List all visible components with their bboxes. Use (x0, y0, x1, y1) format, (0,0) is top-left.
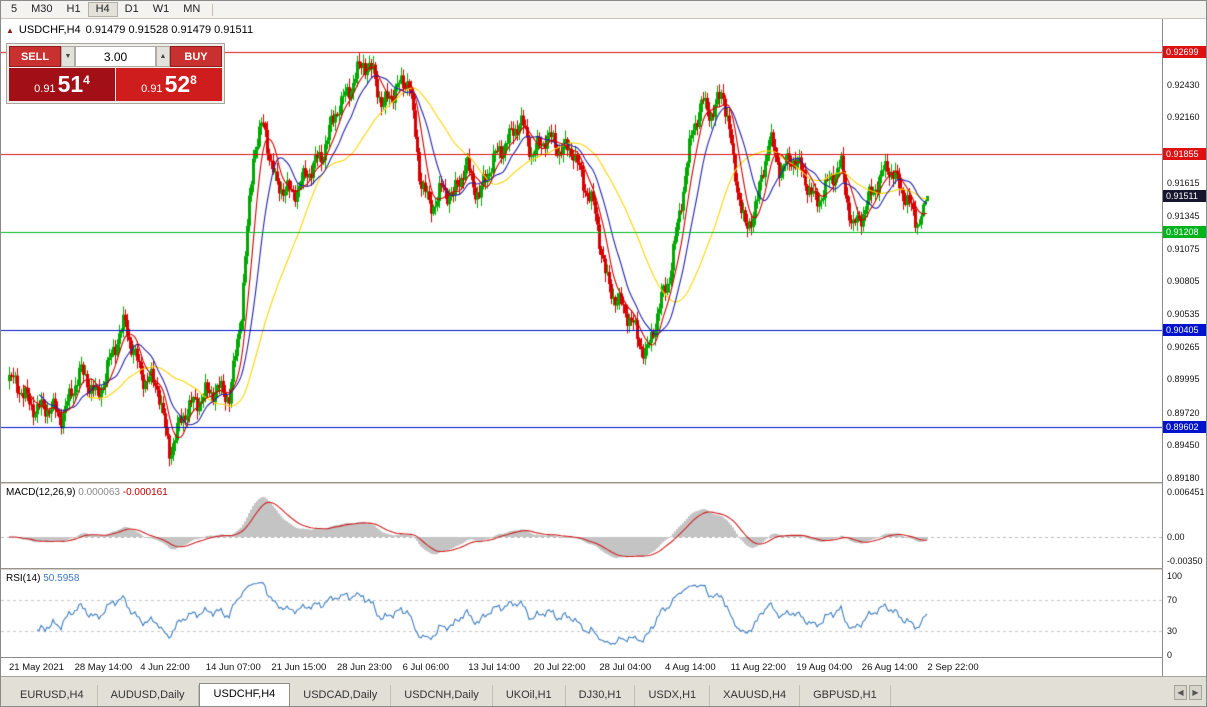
panel-splitter[interactable] (1, 482, 1206, 484)
rsi-name: RSI(14) (6, 573, 41, 584)
axis-tick-label: -0.00350 (1167, 556, 1203, 566)
time-axis-label: 28 May 14:00 (74, 662, 133, 673)
sell-price-box[interactable]: 0.91 51 4 (9, 68, 115, 101)
sell-button[interactable]: SELL (9, 46, 61, 67)
axis-tick-label: 100 (1167, 571, 1183, 581)
toolbar-separator (212, 3, 214, 16)
time-axis-label: 11 Aug 22:00 (730, 662, 786, 673)
time-axis-label: 21 Jun 15:00 (271, 662, 327, 673)
one-click-trading-panel: SELL ▼ 3.00 ▲ BUY 0.91 51 4 0.91 52 8 (6, 43, 225, 104)
axis-tick-label: 30 (1167, 626, 1178, 636)
time-axis-label: 14 Jun 07:00 (205, 662, 261, 673)
time-axis-label: 2 Sep 22:00 (927, 662, 979, 673)
time-axis-label: 26 Aug 14:00 (861, 662, 918, 673)
chart-tab-ukoil-h1[interactable]: UKOil,H1 (493, 685, 566, 706)
chart-tabs: EURUSD,H4 AUDUSD,Daily USDCHF,H4 USDCAD,Dai… (1, 681, 1206, 706)
volume-decrease-icon[interactable]: ▼ (61, 46, 75, 67)
chart-tab-usdchf-h4[interactable]: USDCHF,H4 (198, 683, 291, 706)
macd-panel: MACD(12,26,9) 0.000063 -0.000161 (1, 484, 1162, 568)
time-axis-label: 20 Jul 22:00 (533, 662, 586, 673)
timeframe-button-m30[interactable]: M30 (31, 3, 53, 15)
timeframe-button-5[interactable]: 5 (11, 3, 18, 15)
time-axis-label: 19 Aug 04:00 (796, 662, 853, 673)
axis-tick-label: 0.89450 (1167, 440, 1200, 450)
time-axis-label: 28 Jun 23:00 (337, 662, 392, 673)
price-level-badge: 0.89602 (1163, 421, 1206, 433)
buy-price-sup: 8 (190, 73, 197, 87)
chart-tab-eurusd-h4[interactable]: EURUSD,H4 (7, 685, 98, 706)
rsi-canvas[interactable] (1, 570, 1162, 657)
rsi-panel: RSI(14) 50.5958 (1, 570, 1162, 657)
macd-canvas[interactable] (1, 484, 1162, 568)
chart-symbol-icon: ▲ (6, 25, 14, 35)
tabs-scroll-left-icon[interactable]: ◀ (1174, 685, 1187, 700)
price-level-badge: 0.90405 (1163, 324, 1206, 336)
time-axis[interactable]: 21 May 2021 28 May 14:00 4 Jun 22:00 14 Jun… (1, 657, 1162, 676)
price-level-badge: 0.91511 (1163, 190, 1206, 202)
axis-tick-label: 0.91075 (1167, 244, 1200, 254)
axis-tick-label: 0.89180 (1167, 473, 1200, 483)
macd-label: MACD(12,26,9) 0.000063 -0.000161 (6, 487, 168, 498)
chart-tab-bar: EURUSD,H4 AUDUSD,Daily USDCHF,H4 USDCAD,Dai… (1, 676, 1206, 706)
axis-tick-label: 0 (1167, 650, 1173, 660)
chart-tab-usdcad-daily[interactable]: USDCAD,Daily (290, 685, 392, 706)
axis-tick-label: 0.92160 (1167, 112, 1200, 122)
axis-tick-label: 0.91615 (1167, 178, 1200, 188)
time-axis-label: 21 May 2021 (9, 662, 64, 673)
axis-tick-label: 70 (1167, 595, 1178, 605)
time-axis-label: 4 Aug 14:00 (665, 662, 716, 673)
axis-tick-label: 0.90535 (1167, 309, 1200, 319)
time-axis-label: 13 Jul 14:00 (468, 662, 520, 673)
buy-price-box[interactable]: 0.91 52 8 (116, 68, 222, 101)
macd-name: MACD(12,26,9) (6, 487, 76, 498)
chart-tab-gbpusd-h1[interactable]: GBPUSD,H1 (800, 685, 891, 706)
time-axis-label: 4 Jun 22:00 (140, 662, 190, 673)
chart-ohlc-values: 0.91479 0.91528 0.91479 0.91511 (85, 24, 254, 36)
axis-tick-label: 0.92430 (1167, 80, 1200, 90)
volume-increase-icon[interactable]: ▲ (156, 46, 170, 67)
timeframe-button-h4[interactable]: H4 (87, 2, 118, 17)
chart-tab-usdx-h1[interactable]: USDX,H1 (635, 685, 711, 706)
buy-button[interactable]: BUY (170, 46, 222, 67)
rsi-value: 50.5958 (43, 573, 80, 584)
chart-title: ▲ USDCHF,H4 0.91479 0.91528 0.91479 0.91… (6, 24, 253, 36)
axis-tick-label: 0.006451 (1167, 487, 1205, 497)
tab-scroll-buttons: ◀ ▶ (1174, 685, 1202, 700)
axis-tick-label: 0.91345 (1167, 211, 1200, 221)
buy-price-big: 52 (164, 71, 191, 97)
axis-tick-label: 0.89995 (1167, 374, 1200, 384)
axis-tick-label: 0.90805 (1167, 276, 1200, 286)
panel-splitter[interactable] (1, 568, 1206, 570)
sell-price-prefix: 0.91 (34, 83, 56, 95)
price-level-badge: 0.91208 (1163, 226, 1206, 238)
price-axis[interactable]: 0.92699 0.92430 0.92160 0.91855 0.91615 0.915… (1162, 19, 1206, 676)
buy-price-prefix: 0.91 (141, 83, 163, 95)
timeframe-bar: 5 M30 H1 H4 D1 W1 MN (1, 1, 1206, 19)
tabs-scroll-right-icon[interactable]: ▶ (1189, 685, 1202, 700)
axis-tick-label: 0.89720 (1167, 408, 1200, 418)
price-level-badge: 0.91855 (1163, 148, 1206, 160)
sell-price-big: 51 (57, 71, 84, 97)
chart-symbol-label: USDCHF,H4 (18, 24, 81, 36)
timeframe-button-h1[interactable]: H1 (66, 3, 81, 15)
volume-input[interactable]: 3.00 (75, 46, 156, 67)
timeframe-button-w1[interactable]: W1 (152, 3, 170, 15)
price-panel: ▲ USDCHF,H4 0.91479 0.91528 0.91479 0.91… (1, 19, 1162, 482)
chart-tab-xauusd-h4[interactable]: XAUUSD,H4 (710, 685, 801, 706)
axis-tick-label: 0.90265 (1167, 342, 1200, 352)
rsi-label: RSI(14) 50.5958 (6, 573, 79, 584)
macd-signal-value: -0.000161 (122, 487, 168, 498)
axis-tick-label: 0.00 (1167, 532, 1185, 542)
time-axis-label: 6 Jul 06:00 (402, 662, 450, 673)
chart-tab-dj30-h1[interactable]: DJ30,H1 (566, 685, 636, 706)
sell-price-sup: 4 (83, 73, 90, 87)
time-axis-label: 28 Jul 04:00 (599, 662, 652, 673)
chart-tab-audusd-daily[interactable]: AUDUSD,Daily (98, 685, 199, 706)
price-level-badge: 0.92699 (1163, 46, 1206, 58)
timeframe-button-mn[interactable]: MN (183, 3, 201, 15)
timeframe-button-d1[interactable]: D1 (124, 3, 139, 15)
macd-main-value: 0.000063 (78, 487, 120, 498)
chart-tab-usdcnh-daily[interactable]: USDCNH,Daily (391, 685, 493, 706)
